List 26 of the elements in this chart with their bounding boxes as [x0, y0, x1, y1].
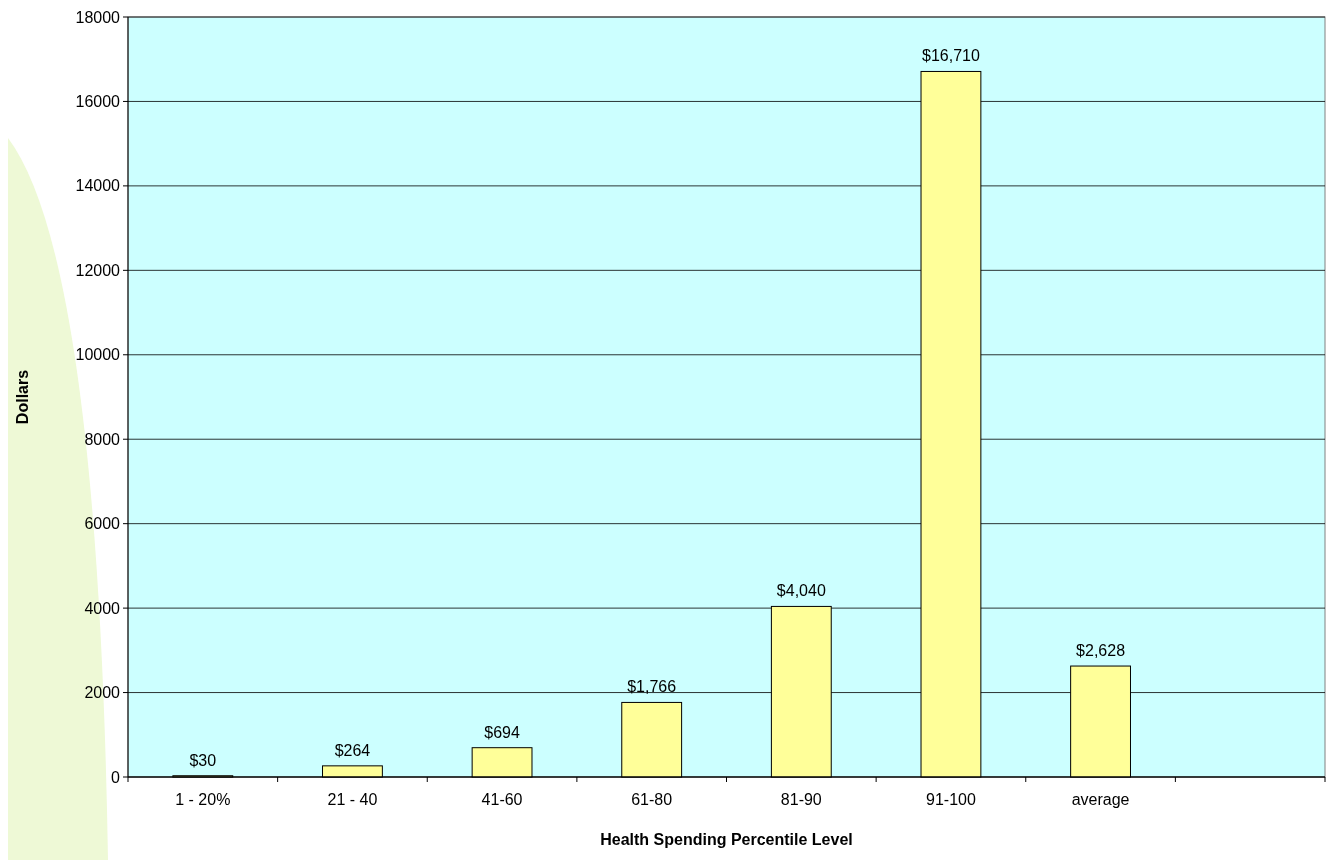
- x-tick-label: 81-90: [780, 791, 822, 808]
- x-tick-label: 1 - 20%: [175, 791, 231, 808]
- x-axis-title: Health Spending Percentile Level: [600, 831, 853, 848]
- x-tick-label: 41-60: [481, 791, 523, 808]
- y-tick-label: 8000: [84, 430, 121, 448]
- y-tick-label: 4000: [84, 599, 121, 617]
- y-tick-label: 12000: [75, 261, 121, 279]
- data-label: $30: [189, 751, 217, 769]
- y-axis-title: Dollars: [14, 369, 31, 425]
- data-label: $4,040: [776, 582, 826, 600]
- data-label: $2,628: [1076, 642, 1126, 660]
- x-tick-label: 61-80: [631, 791, 673, 808]
- y-tick-label: 2000: [84, 684, 121, 702]
- y-tick-label: 0: [111, 768, 121, 786]
- x-tick-label: 21 - 40: [327, 791, 378, 808]
- y-tick-label: 16000: [75, 93, 121, 111]
- data-label: $1,766: [627, 678, 677, 696]
- x-tick-label: average: [1071, 791, 1130, 808]
- data-label: $694: [484, 723, 520, 741]
- y-tick-label: 14000: [75, 177, 121, 195]
- y-tick-label: 18000: [75, 8, 121, 26]
- x-tick-label: 91-100: [926, 791, 976, 808]
- data-label: $16,710: [922, 47, 980, 65]
- data-label: $264: [334, 741, 371, 759]
- y-tick-label: 10000: [75, 346, 121, 364]
- y-tick-label: 6000: [84, 515, 121, 533]
